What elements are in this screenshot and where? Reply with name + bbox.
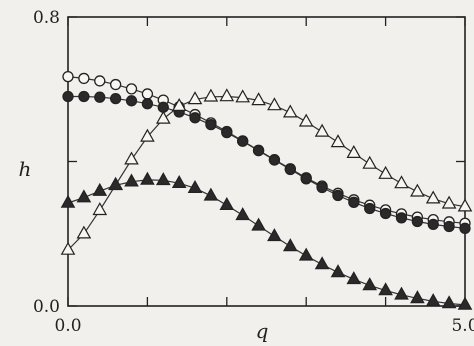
data-point [171,97,187,112]
data-point [441,295,457,309]
data-point [348,196,360,208]
data-point [62,70,74,83]
data-point [155,110,171,124]
data-point [330,264,346,278]
x-tick-label: 0.0 [54,316,81,336]
data-point [282,238,298,252]
data-point [410,183,425,197]
data-point [427,218,439,231]
data-point [346,271,362,285]
data-point [378,165,393,179]
data-point [203,187,219,201]
data-point [124,151,139,165]
x-tick-label: 5.0 [451,316,474,336]
data-point [314,123,330,137]
data-point [441,195,457,209]
data-point [252,145,265,157]
data-point [109,78,122,91]
data-point [94,91,106,103]
data-point [314,256,330,270]
data-point [379,207,392,220]
y-tick-label: 0.8 [33,8,60,28]
data-point [410,290,425,304]
data-point [394,175,409,189]
data-point [251,92,266,106]
data-point [78,72,90,85]
x-axis-label: q [256,319,269,343]
data-point [284,163,296,176]
data-point [60,194,76,208]
data-point [171,174,187,188]
data-point [62,90,74,103]
series-filled-triangle [60,171,473,310]
data-point [362,277,378,291]
data-point [457,198,473,212]
series-open-circle [62,70,471,229]
data-point [219,88,235,102]
data-point [60,241,76,255]
data-point [187,91,203,105]
data-point [267,228,282,242]
data-point [300,173,312,185]
data-point [125,95,138,107]
data-point [378,282,393,296]
data-point [395,212,408,224]
data-point [92,182,108,196]
data-point [124,173,139,187]
data-point [346,144,362,158]
series-open-triangle [60,88,473,255]
data-point [394,286,409,300]
data-point [108,177,123,191]
data-point [141,98,154,110]
data-point [267,97,282,111]
data-point [140,128,155,142]
data-point [362,155,378,169]
data-point [78,90,90,103]
data-point [251,217,266,231]
data-point [298,247,314,261]
data-point [457,296,473,310]
data-point [268,154,281,166]
data-point [221,126,233,139]
data-point [411,215,424,228]
data-point [459,222,471,234]
data-point [92,202,108,216]
data-point [298,113,314,127]
data-point [203,88,219,102]
data-point [443,220,455,233]
data-point [109,92,122,105]
ticks: 0.0 5.0 0.0 0.8 [33,8,474,336]
data-point [235,89,251,103]
data-point [205,119,217,131]
series-line [67,179,466,306]
data-point [140,171,155,185]
data-point [316,181,328,194]
data-point [332,189,344,202]
data-point [76,189,92,203]
data-point [141,88,154,100]
data-point [425,190,441,204]
data-point [125,83,138,95]
data-point [187,179,203,193]
data-point [94,75,106,87]
y-tick-label: 0.0 [33,297,60,317]
series [60,70,473,310]
data-point [76,225,92,239]
data-point [189,112,201,124]
data-point [282,104,298,118]
series-filled-circle [62,90,471,234]
data-point [219,196,235,210]
data-point [330,134,346,148]
data-point [237,135,249,147]
data-point [364,202,376,215]
data-point [155,172,171,186]
series-line [67,95,466,251]
y-axis-label: h [19,157,32,181]
data-point [425,293,441,307]
data-point [235,207,251,221]
